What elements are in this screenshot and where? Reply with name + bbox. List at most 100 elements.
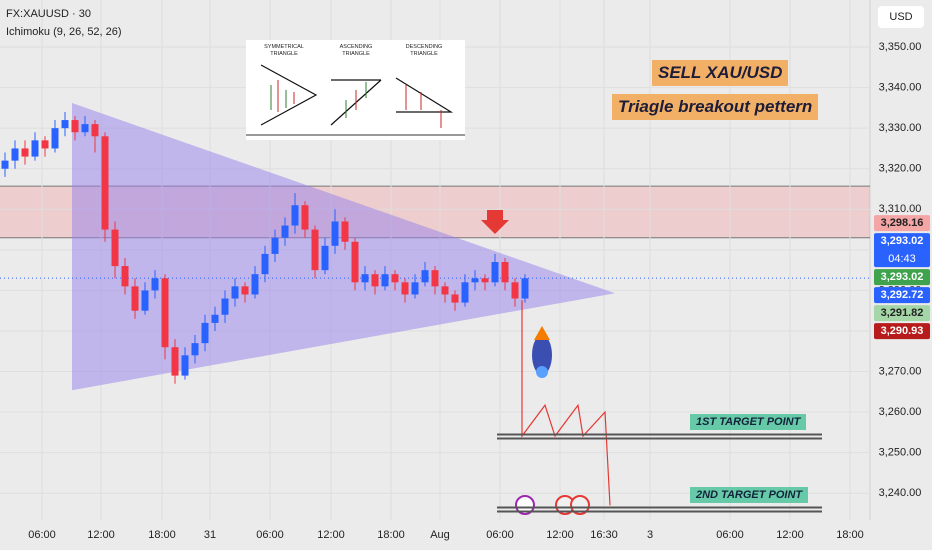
candle-body: [71, 120, 79, 133]
candle-body: [61, 120, 69, 129]
price-label-box: [874, 323, 930, 340]
x-tick-label: 3: [647, 529, 653, 541]
inset-label: DESCENDING TRIANGLE: [405, 44, 443, 57]
x-tick-label: 06:00: [486, 529, 514, 541]
x-tick-label: 12:00: [776, 529, 804, 541]
candle-body: [301, 205, 309, 230]
candle-body: [351, 241, 359, 283]
price-label: 3,292.72: [881, 289, 924, 301]
x-tick-label: Aug: [430, 529, 450, 541]
x-tick-label: 06:00: [28, 529, 56, 541]
x-tick-label: 31: [204, 529, 216, 541]
down-arrow: [481, 210, 509, 234]
price-label-box: [874, 287, 930, 304]
candle-body: [311, 229, 319, 271]
x-tick-label: 18:00: [377, 529, 405, 541]
candle-body: [11, 148, 19, 161]
inset-label: ASCENDING TRIANGLE: [339, 44, 373, 57]
candle-body: [31, 140, 39, 157]
price-label: 3,293.02: [881, 235, 924, 247]
x-tick-label: 16:30: [590, 529, 618, 541]
candle-body: [411, 282, 419, 295]
candle-body: [361, 274, 369, 283]
x-tick-label: 18:00: [836, 529, 864, 541]
inset-drawing: [246, 64, 465, 136]
candle-body: [271, 237, 279, 254]
x-tick-label: 06:00: [716, 529, 744, 541]
indicator[interactable]: Ichimoku (9, 26, 52, 26): [6, 26, 122, 38]
candle-body: [171, 347, 179, 376]
price-label-box: [874, 269, 930, 286]
event-icon[interactable]: [515, 495, 535, 515]
candle-body: [481, 278, 489, 283]
candle-body: [241, 286, 249, 295]
candle-body: [431, 270, 439, 287]
candle-body: [291, 205, 299, 226]
price-label: 3,290.93: [881, 325, 924, 337]
candle-body: [221, 298, 229, 315]
y-tick-label: 3,340.00: [879, 82, 922, 94]
candle-body: [101, 136, 109, 230]
x-tick-label: 12:00: [317, 529, 345, 541]
price-label-box: [874, 215, 930, 232]
price-label: 3,298.16: [881, 217, 924, 229]
x-tick-label: 06:00: [256, 529, 284, 541]
candle-body: [471, 278, 479, 283]
candle-body: [331, 221, 339, 246]
candle-body: [21, 148, 29, 157]
candle-body: [121, 266, 129, 287]
candle-body: [281, 225, 289, 238]
chart-title: SELL XAU/USD: [652, 60, 789, 86]
candle-body: [41, 140, 49, 149]
x-tick-label: 12:00: [87, 529, 115, 541]
candle-body: [151, 278, 159, 291]
currency[interactable]: USD: [878, 6, 924, 28]
candle-body: [441, 286, 449, 295]
candle-body: [1, 160, 9, 169]
target-label: 2ND TARGET POINT: [690, 487, 809, 504]
candle-body: [421, 270, 429, 283]
y-tick-label: 3,240.00: [879, 487, 922, 499]
candle-body: [111, 229, 119, 267]
candle-body: [451, 294, 459, 303]
projection-path: [521, 300, 611, 506]
x-tick-label: 18:00: [148, 529, 176, 541]
price-label: 3,291.82: [881, 307, 924, 319]
price-label-box: [874, 233, 930, 268]
candle-body: [491, 262, 499, 283]
target-label: 1ST TARGET POINT: [690, 414, 807, 431]
candle-body: [341, 221, 349, 242]
pattern-inset: SYMMETRICAL TRIANGLE ASCENDING TRIANGLE …: [246, 40, 465, 140]
candle-body: [201, 322, 209, 344]
candle-body: [391, 274, 399, 283]
candle-body: [521, 278, 529, 299]
candle-body: [461, 282, 469, 303]
price-label: 3,293.02: [881, 271, 924, 283]
candle-body: [141, 290, 149, 311]
y-tick-label: 3,330.00: [879, 122, 922, 134]
rocket-icon: [532, 326, 552, 378]
y-tick-label: 3,270.00: [879, 365, 922, 377]
candle-body: [401, 282, 409, 295]
candle-body: [261, 253, 269, 275]
candle-body: [91, 124, 99, 137]
candle-body: [381, 274, 389, 287]
y-tick-label: 3,250.00: [879, 447, 922, 459]
x-tick-label: 12:00: [546, 529, 574, 541]
y-tick-label: 3,320.00: [879, 163, 922, 175]
symbol[interactable]: FX:XAUUSD · 30: [6, 8, 91, 20]
y-tick-label: 3,260.00: [879, 406, 922, 418]
candle-body: [191, 343, 199, 356]
candle-body: [131, 286, 139, 311]
candle-body: [211, 314, 219, 323]
y-tick-label: 3,350.00: [879, 41, 922, 53]
candle-body: [231, 286, 239, 299]
chart-subtitle: Triagle breakout pettern: [612, 94, 819, 120]
inset-label: SYMMETRICAL TRIANGLE: [264, 44, 304, 57]
candle-body: [511, 282, 519, 299]
candle-body: [51, 128, 59, 149]
candle-body: [321, 245, 329, 271]
event-icon[interactable]: [570, 495, 590, 515]
